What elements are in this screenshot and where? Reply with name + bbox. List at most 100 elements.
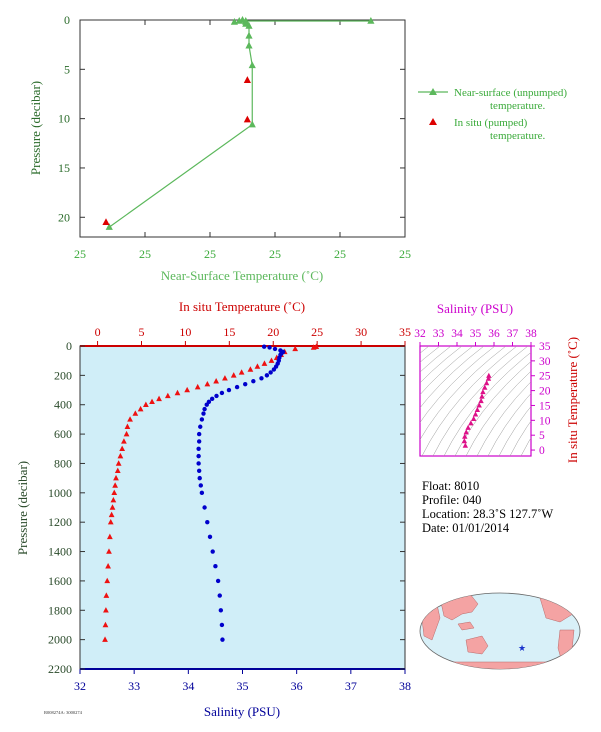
temperature-point	[119, 445, 126, 452]
ts-point	[486, 372, 492, 378]
ts-density-contour	[421, 346, 518, 456]
ts-plot-frame	[419, 345, 532, 457]
profile-y-tick-label: 1600	[48, 574, 72, 588]
salinity-point	[197, 475, 202, 481]
salinity-point	[220, 637, 225, 642]
salinity-point	[196, 468, 202, 473]
salinity-point	[219, 390, 225, 396]
legend-near-surface-label-1: Near-surface (unpumped)	[454, 87, 567, 99]
temperature-point	[247, 366, 254, 372]
salinity-point	[264, 373, 270, 378]
ts-salinity-tick-label: 37	[507, 328, 519, 340]
salinity-point	[215, 578, 221, 584]
near-surface-y-tick-label: 20	[58, 210, 70, 224]
temperature-point	[137, 405, 144, 412]
map-land-australia	[465, 635, 489, 655]
temperature-point	[108, 511, 115, 518]
profile-salinity-tick-label: 38	[399, 679, 411, 693]
insitu-point	[243, 115, 251, 123]
near-surface-x-tick-label: 25	[334, 247, 346, 261]
salinity-point	[259, 376, 264, 381]
ts-temp-tick-label: 0	[539, 445, 545, 457]
ts-point	[476, 402, 482, 408]
salinity-series	[196, 344, 286, 642]
temperature-point	[107, 518, 114, 525]
ts-salinity-tick-label: 35	[470, 328, 482, 340]
temperature-point	[238, 369, 245, 375]
ts-point	[461, 438, 468, 444]
legend-insitu-label-1: In situ (pumped)	[454, 117, 528, 129]
legend-insitu-marker	[429, 118, 437, 125]
date: Date: 01/01/2014	[422, 521, 510, 535]
salinity-point	[261, 344, 267, 349]
profile-temp-tick-label: 25	[311, 325, 323, 339]
ts-point	[485, 375, 492, 381]
profile-temp-tick-label: 10	[179, 325, 191, 339]
near-surface-point	[367, 16, 375, 24]
profile-y-tick-label: 1000	[48, 486, 72, 500]
temperature-point	[123, 430, 130, 437]
ts-point	[480, 389, 486, 395]
temperature-point	[113, 474, 119, 481]
world-map: ★	[419, 592, 581, 670]
profile-y-tick-label: 600	[54, 427, 72, 441]
salinity-point	[202, 505, 207, 510]
ts-density-contour	[420, 346, 485, 409]
temperature-point	[254, 363, 261, 369]
temperature-point	[142, 401, 149, 407]
ts-temp-axis-label: In situ Temperature (˚C)	[565, 337, 580, 463]
salinity-point	[202, 406, 207, 412]
ts-density-contour	[520, 437, 531, 456]
profile-salinity-tick-label: 35	[237, 679, 249, 693]
temperature-point	[117, 452, 124, 459]
near-surface-x-tick-label: 25	[204, 247, 216, 261]
temperature-point	[103, 607, 109, 613]
profile-y-ticks: 0 200 400 600 800 1000 1200 1400 1600 1800 2000 220…	[48, 339, 405, 676]
temperature-point	[115, 460, 122, 466]
near-surface-x-tick-label: 25	[399, 247, 411, 261]
ts-diagram: 32 33 34 35 36 37 38 0 5 10 15 20 25 30 35 Salinity (…	[414, 301, 580, 463]
salinity-point	[214, 393, 219, 399]
footer-tag: R008274A: 3000274	[44, 710, 83, 715]
temperature-point	[230, 372, 237, 378]
profile-y-axis-label: Pressure (decibar)	[15, 461, 30, 555]
ts-density-contour	[498, 406, 531, 456]
ts-temp-tick-label: 10	[539, 415, 551, 427]
ts-points	[461, 372, 492, 448]
ts-salinity-ticks: 32 33 34 35 36 37 38	[414, 328, 537, 346]
salinity-point	[196, 446, 201, 451]
near-surface-x-ticks: 25 25 25 25 25 25	[74, 20, 411, 261]
ts-density-contour	[465, 370, 531, 456]
temperature-point	[310, 344, 317, 350]
profile-salinity-tick-label: 37	[345, 679, 357, 693]
ts-point	[470, 415, 477, 421]
ts-point	[478, 398, 484, 404]
ts-point	[474, 406, 481, 413]
profile-temp-tick-label: 5	[138, 325, 144, 339]
temperature-point	[104, 577, 111, 584]
salinity-point	[201, 411, 206, 416]
salinity-point	[196, 439, 202, 444]
profile-y-tick-label: 2200	[48, 662, 72, 676]
temperature-point	[106, 533, 113, 540]
legend-insitu-label-2: temperature.	[490, 130, 546, 142]
temperature-point	[164, 392, 171, 399]
profile-y-tick-label: 0	[66, 339, 72, 353]
map-land-indonesia	[457, 621, 475, 631]
ts-point	[482, 384, 488, 390]
temperature-point	[121, 438, 127, 444]
salinity-point	[199, 490, 205, 496]
temperature-point	[110, 496, 117, 503]
salinity-point	[251, 379, 256, 384]
ts-point	[483, 380, 490, 386]
near-surface-y-tick-label: 10	[58, 112, 70, 126]
near-surface-x-tick-label: 25	[269, 247, 281, 261]
salinity-point	[199, 417, 205, 422]
profile-temp-tick-label: 0	[95, 325, 101, 339]
map-land-antarctica	[429, 661, 571, 669]
salinity-point	[198, 424, 203, 429]
near-surface-marks	[102, 16, 375, 230]
ts-point	[463, 429, 469, 435]
temperature-point	[109, 504, 116, 510]
